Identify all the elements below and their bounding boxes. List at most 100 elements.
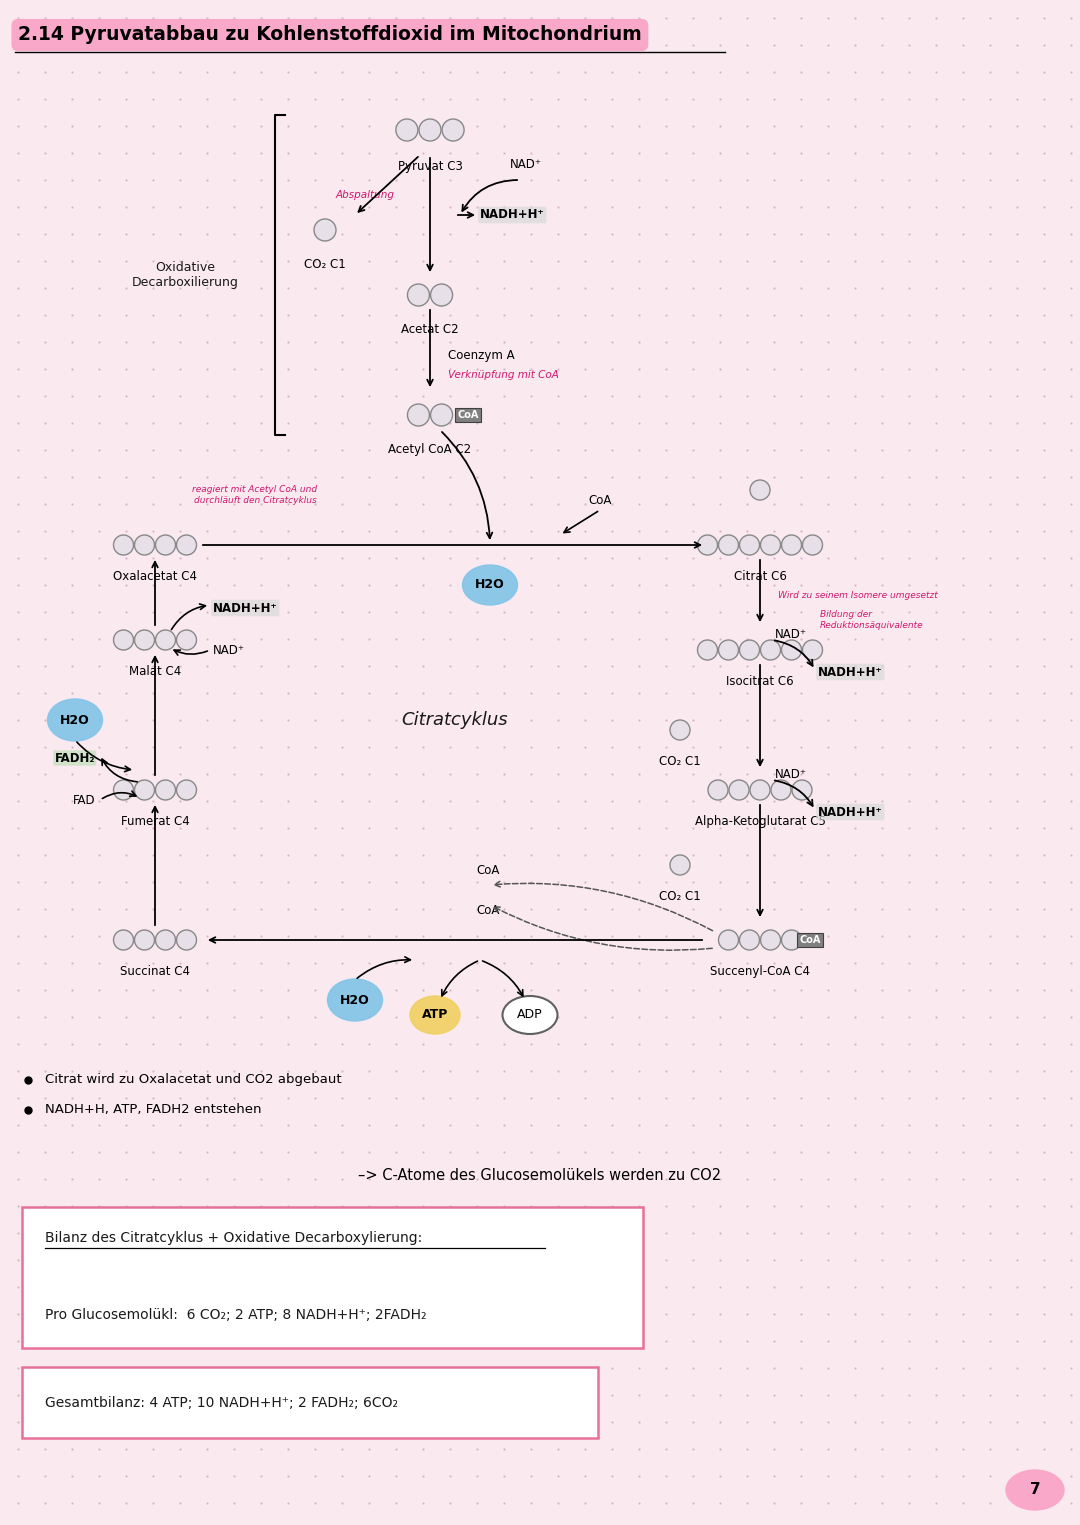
Circle shape — [176, 630, 197, 650]
Ellipse shape — [462, 564, 517, 605]
Text: CO₂ C1: CO₂ C1 — [659, 755, 701, 769]
Ellipse shape — [410, 996, 460, 1034]
Circle shape — [176, 779, 197, 801]
Circle shape — [176, 535, 197, 555]
Circle shape — [792, 779, 812, 801]
Circle shape — [750, 480, 770, 500]
Circle shape — [135, 779, 154, 801]
Text: H2O: H2O — [475, 578, 504, 592]
Text: ATP: ATP — [422, 1008, 448, 1022]
Circle shape — [156, 535, 175, 555]
Circle shape — [156, 779, 175, 801]
Text: CO₂ C1: CO₂ C1 — [659, 891, 701, 903]
Text: Coenzym A: Coenzym A — [448, 349, 515, 361]
Circle shape — [135, 630, 154, 650]
Circle shape — [740, 930, 759, 950]
Circle shape — [718, 930, 739, 950]
Text: CoA: CoA — [799, 935, 821, 945]
Text: reagiert mit Acetyl CoA und
durchläuft den Citratcyklus: reagiert mit Acetyl CoA und durchläuft d… — [192, 485, 318, 505]
Circle shape — [113, 930, 134, 950]
Circle shape — [740, 640, 759, 660]
Text: H2O: H2O — [60, 714, 90, 726]
Text: Bilanz des Citratcyklus + Oxidative Decarboxylierung:: Bilanz des Citratcyklus + Oxidative Deca… — [45, 1231, 422, 1244]
Circle shape — [407, 284, 430, 307]
Text: Bildung der
Reduktionsäquivalente: Bildung der Reduktionsäquivalente — [820, 610, 923, 630]
Circle shape — [419, 119, 441, 140]
Ellipse shape — [48, 698, 103, 741]
Circle shape — [782, 640, 801, 660]
Text: –> C-Atome des Glucosemolükels werden zu CO2: –> C-Atome des Glucosemolükels werden zu… — [359, 1168, 721, 1182]
Text: Citratcyklus: Citratcyklus — [402, 711, 509, 729]
Circle shape — [407, 404, 430, 425]
Circle shape — [314, 220, 336, 241]
Text: ADP: ADP — [517, 1008, 543, 1022]
Text: NADH+H⁺: NADH+H⁺ — [480, 209, 544, 221]
Circle shape — [802, 535, 823, 555]
Text: CoA: CoA — [457, 410, 478, 419]
Text: NADH+H, ATP, FADH2 entstehen: NADH+H, ATP, FADH2 entstehen — [45, 1104, 261, 1116]
Text: 7: 7 — [1029, 1482, 1040, 1498]
Circle shape — [708, 779, 728, 801]
Text: Wird zu seinem Isomere umgesetzt: Wird zu seinem Isomere umgesetzt — [778, 590, 937, 599]
Text: Citrat C6: Citrat C6 — [733, 570, 786, 583]
Text: Oxidative
Decarboxilierung: Oxidative Decarboxilierung — [132, 261, 239, 290]
Circle shape — [113, 779, 134, 801]
Text: 2.14 Pyruvatabbau zu Kohlenstoffdioxid im Mitochondrium: 2.14 Pyruvatabbau zu Kohlenstoffdioxid i… — [18, 26, 642, 44]
Ellipse shape — [327, 979, 382, 1022]
Text: Succinat C4: Succinat C4 — [120, 965, 190, 978]
Circle shape — [698, 640, 717, 660]
Text: Gesamtbilanz: 4 ATP; 10 NADH+H⁺; 2 FADH₂; 6CO₂: Gesamtbilanz: 4 ATP; 10 NADH+H⁺; 2 FADH₂… — [45, 1395, 399, 1411]
Circle shape — [750, 779, 770, 801]
Circle shape — [396, 119, 418, 140]
Circle shape — [782, 535, 801, 555]
Circle shape — [442, 119, 464, 140]
Circle shape — [431, 284, 453, 307]
Circle shape — [782, 930, 801, 950]
Text: Malat C4: Malat C4 — [129, 665, 181, 679]
Circle shape — [113, 535, 134, 555]
Circle shape — [760, 535, 781, 555]
Circle shape — [740, 535, 759, 555]
Circle shape — [176, 930, 197, 950]
Text: FADH₂: FADH₂ — [54, 752, 95, 764]
Circle shape — [760, 930, 781, 950]
FancyBboxPatch shape — [22, 1366, 598, 1438]
Circle shape — [729, 779, 750, 801]
Circle shape — [135, 930, 154, 950]
Text: H2O: H2O — [340, 993, 369, 1007]
Circle shape — [718, 640, 739, 660]
Circle shape — [760, 640, 781, 660]
Text: Isocitrat C6: Isocitrat C6 — [726, 676, 794, 688]
Circle shape — [156, 630, 175, 650]
Text: Fumerat C4: Fumerat C4 — [121, 814, 189, 828]
Text: Abspaltung: Abspaltung — [336, 191, 394, 200]
Text: Alpha-Ketoglutarat C5: Alpha-Ketoglutarat C5 — [694, 814, 825, 828]
Circle shape — [431, 404, 453, 425]
Text: NAD⁺: NAD⁺ — [510, 159, 542, 171]
Circle shape — [670, 720, 690, 740]
Circle shape — [771, 779, 791, 801]
Circle shape — [156, 930, 175, 950]
Text: NAD⁺: NAD⁺ — [775, 628, 807, 642]
Text: NADH+H⁺: NADH+H⁺ — [818, 665, 882, 679]
Text: Acetyl CoA C2: Acetyl CoA C2 — [389, 442, 472, 456]
Text: CoA: CoA — [476, 863, 500, 877]
Circle shape — [802, 640, 823, 660]
Text: NADH+H⁺: NADH+H⁺ — [818, 805, 882, 819]
Text: Oxalacetat C4: Oxalacetat C4 — [113, 570, 197, 583]
Text: CoA: CoA — [589, 494, 611, 506]
Text: NAD⁺: NAD⁺ — [775, 769, 807, 781]
Text: Citrat wird zu Oxalacetat und CO2 abgebaut: Citrat wird zu Oxalacetat und CO2 abgeba… — [45, 1074, 341, 1086]
Circle shape — [113, 630, 134, 650]
Text: NADH+H⁺: NADH+H⁺ — [213, 601, 278, 615]
Circle shape — [698, 535, 717, 555]
Circle shape — [670, 856, 690, 875]
Text: CoA: CoA — [476, 903, 500, 917]
Circle shape — [718, 535, 739, 555]
Text: Pro Glucosemolükl:  6 CO₂; 2 ATP; 8 NADH+H⁺; 2FADH₂: Pro Glucosemolükl: 6 CO₂; 2 ATP; 8 NADH+… — [45, 1308, 427, 1322]
Text: FAD: FAD — [72, 793, 95, 807]
Text: Verknüpfung mit CoA: Verknüpfung mit CoA — [448, 371, 558, 380]
Ellipse shape — [502, 996, 557, 1034]
Text: NAD⁺: NAD⁺ — [213, 644, 245, 656]
Text: Pyruvat C3: Pyruvat C3 — [397, 160, 462, 172]
